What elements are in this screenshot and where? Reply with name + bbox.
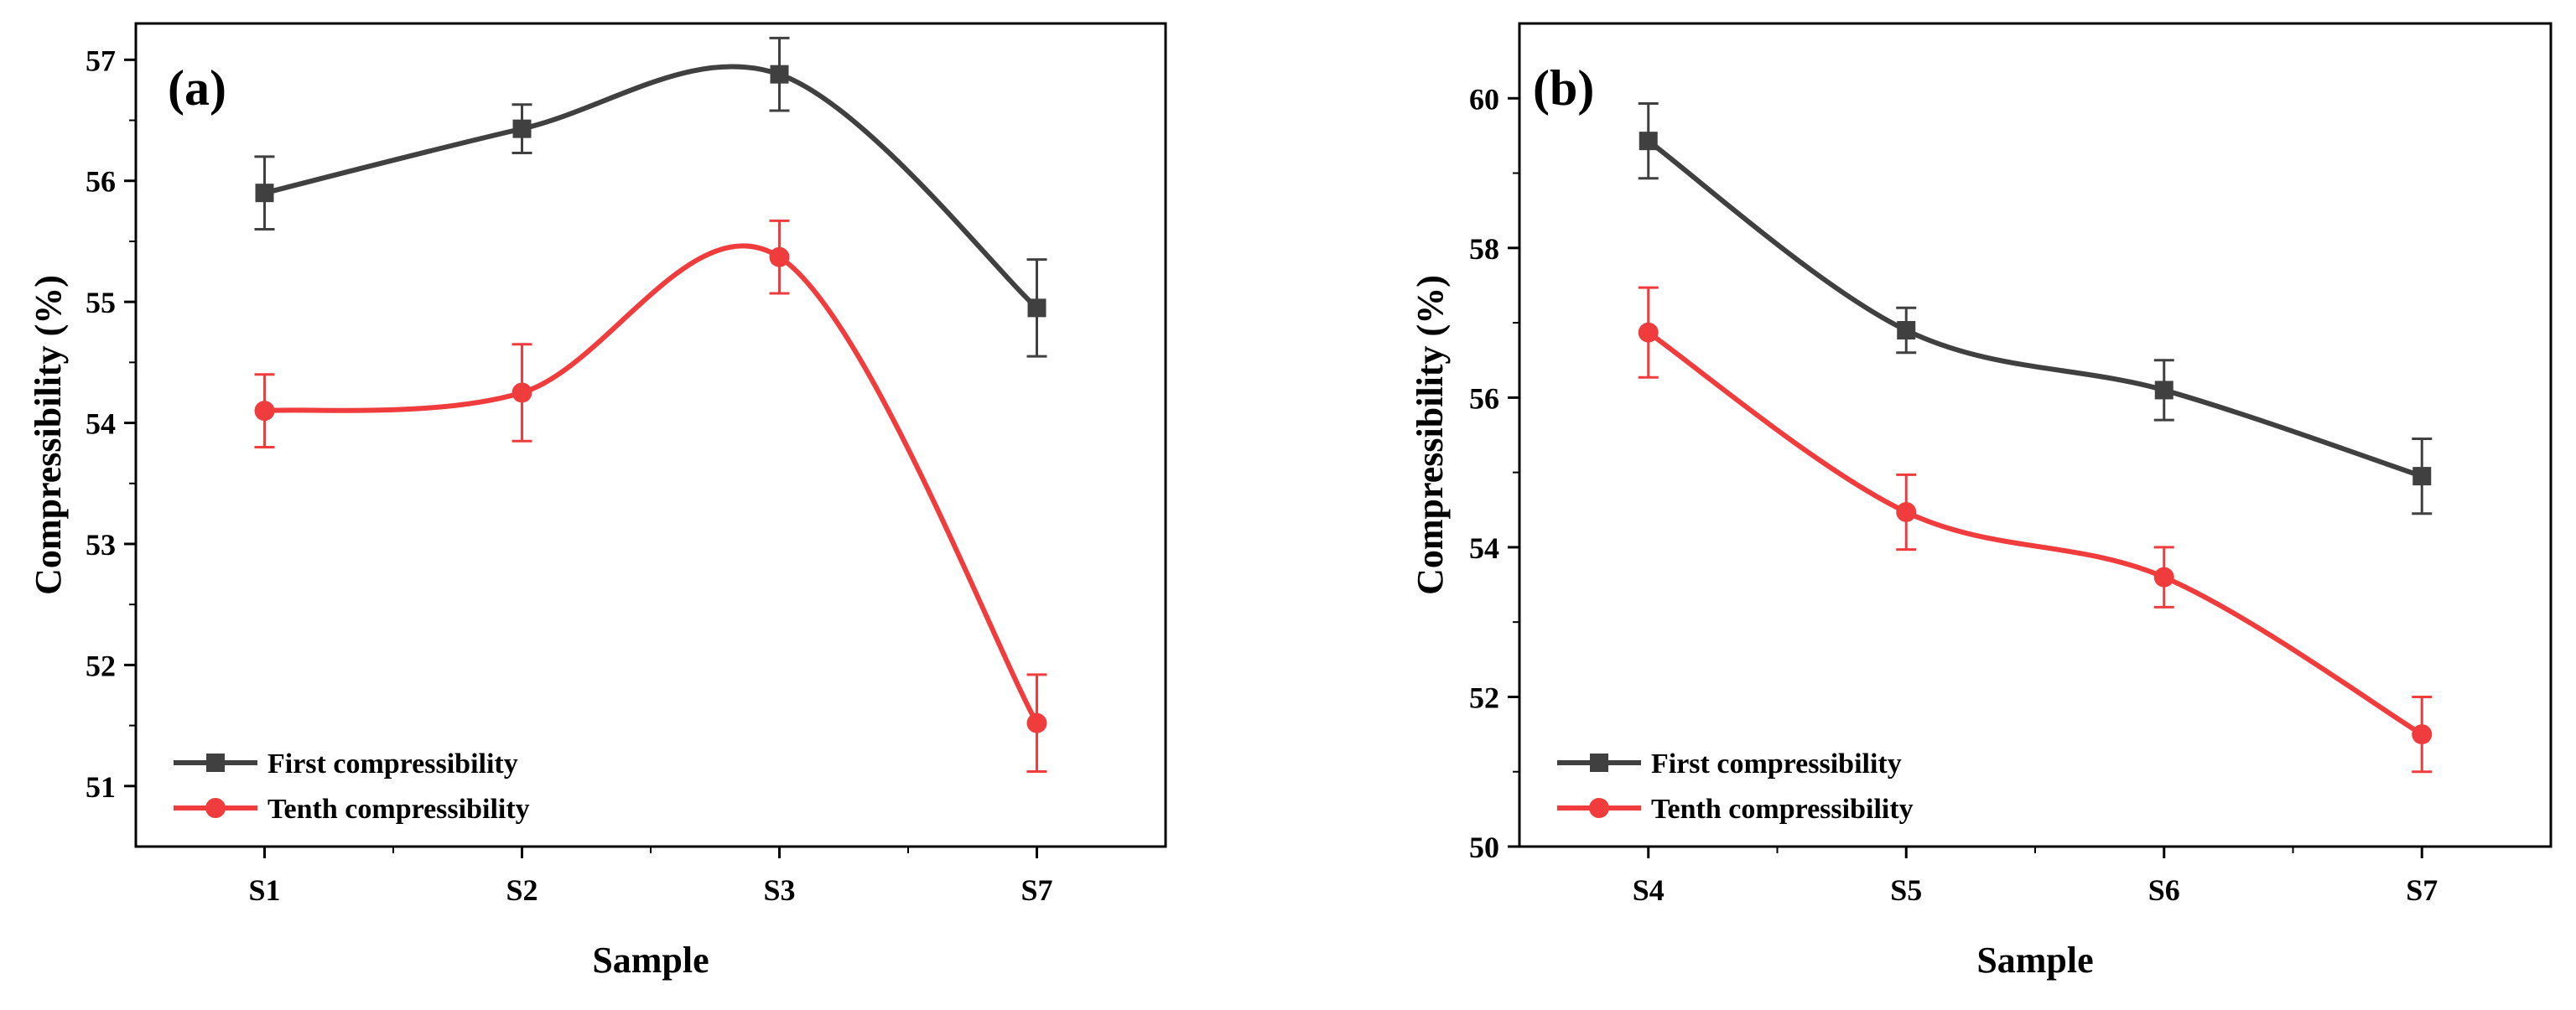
x-tick-label: S7	[1021, 873, 1052, 907]
legend-entry: First compressibility	[1557, 748, 1902, 780]
legend-marker	[1590, 754, 1608, 772]
series-line	[264, 243, 1040, 725]
legend-entry: Tenth compressibility	[174, 794, 530, 825]
x-tick-label: S7	[2406, 873, 2438, 907]
data-point	[512, 382, 532, 403]
x-tick-label: S5	[1890, 873, 1922, 907]
legend-marker	[1589, 798, 1609, 818]
legend-entry: Tenth compressibility	[1557, 794, 1914, 825]
y-tick-label: 54	[1469, 531, 1499, 565]
legend-label: First compressibility	[267, 748, 518, 780]
series-line	[1647, 330, 2423, 737]
series-tenth-compressibility	[1638, 286, 2433, 774]
x-axis-title: Sample	[592, 940, 709, 981]
data-point	[1639, 132, 1658, 151]
data-point	[255, 184, 274, 203]
y-axis-title: Compressibility (%)	[28, 275, 69, 595]
data-point	[1638, 322, 1659, 343]
x-tick-label: S4	[1633, 873, 1665, 907]
y-tick-label: 58	[1469, 232, 1499, 266]
legend-entry: First compressibility	[174, 748, 518, 780]
data-point	[2153, 567, 2174, 588]
data-point	[2412, 467, 2432, 486]
chart-panel-b: 50 52 54 56 58 60 S4 S5 S6 S7 Sample Compressibilit…	[1410, 22, 2553, 981]
data-point	[512, 119, 532, 138]
series-first-compressibility	[254, 36, 1047, 358]
data-point	[2412, 724, 2433, 745]
legend-label: First compressibility	[1651, 748, 1902, 780]
legend-label: Tenth compressibility	[267, 794, 530, 825]
y-tick-label: 52	[86, 649, 116, 682]
y-tick-label: 56	[1469, 381, 1499, 415]
series-tenth-compressibility	[254, 219, 1047, 773]
data-point	[1027, 298, 1046, 318]
data-point	[254, 401, 275, 422]
plot-frame	[1518, 22, 2553, 848]
data-point	[1897, 321, 1916, 340]
legend-label: Tenth compressibility	[1651, 794, 1914, 825]
series-line	[1646, 138, 2423, 479]
data-point	[2154, 381, 2174, 400]
y-axis-title: Compressibility (%)	[1410, 275, 1451, 595]
legend-marker	[205, 798, 226, 818]
y-tick-label: 55	[86, 286, 116, 319]
x-tick-label: S3	[763, 873, 795, 907]
panel-label: (b)	[1533, 60, 1594, 116]
x-tick-label: S2	[506, 873, 538, 907]
y-tick-label: 57	[86, 44, 116, 77]
y-tick-label: 50	[1469, 831, 1499, 864]
chart-panel-a: 51 52 53 54 55 56 57 S1 S2 S3 S7 Sample Compressibil…	[28, 22, 1167, 981]
x-tick-label: S1	[248, 873, 280, 907]
plot-frame	[134, 22, 1167, 848]
data-point	[770, 65, 789, 84]
series-first-compressibility	[1638, 102, 2433, 515]
y-tick-label: 52	[1469, 681, 1499, 714]
y-tick-label: 60	[1469, 82, 1499, 116]
panel-label: (a)	[168, 60, 226, 116]
legend-marker	[206, 754, 225, 772]
data-point	[769, 246, 790, 267]
y-tick-label: 54	[86, 407, 116, 441]
y-tick-label: 51	[86, 770, 116, 804]
y-tick-label: 56	[86, 165, 116, 199]
data-point	[1026, 712, 1047, 733]
data-point	[1896, 501, 1917, 522]
x-axis-title: Sample	[1976, 940, 2093, 981]
y-tick-label: 53	[86, 528, 116, 562]
x-tick-label: S6	[2148, 873, 2180, 907]
series-line	[263, 64, 1039, 310]
